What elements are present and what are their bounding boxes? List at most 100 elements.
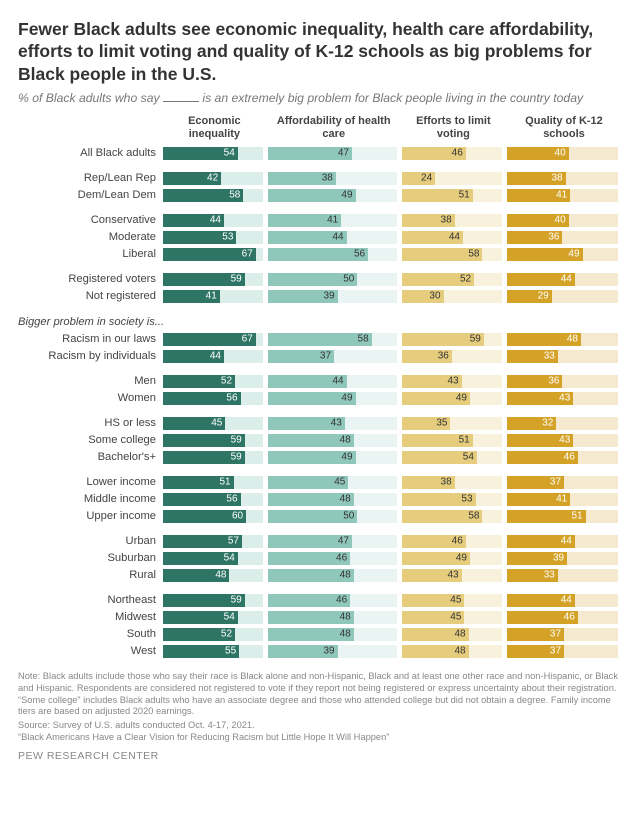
bar-vot: 43 [402, 375, 502, 388]
bar-value: 36 [548, 232, 559, 243]
bar-value: 58 [468, 511, 479, 522]
bar-econ: 54 [163, 147, 263, 160]
bar-value: 46 [564, 612, 575, 623]
bar-k12: 37 [507, 645, 618, 658]
bar-value: 58 [358, 334, 369, 345]
bar-vot: 49 [402, 392, 502, 405]
bar-value: 49 [456, 553, 467, 564]
chart-table: Economic inequalityAffordability of heal… [18, 115, 622, 661]
bar-value: 48 [340, 629, 351, 640]
bar-econ: 52 [163, 375, 263, 388]
bar-value: 54 [224, 148, 235, 159]
bar-vot: 46 [402, 147, 502, 160]
bar-vot: 48 [402, 628, 502, 641]
bar-hc: 47 [268, 147, 397, 160]
bar-value: 32 [542, 418, 553, 429]
bar-hc: 49 [268, 392, 397, 405]
row-label: Women [18, 391, 162, 405]
bar-value: 43 [559, 393, 570, 404]
bar-value: 45 [211, 418, 222, 429]
bar-k12: 36 [507, 375, 618, 388]
bar-k12: 51 [507, 510, 618, 523]
row-label: Midwest [18, 610, 162, 624]
bar-value: 40 [555, 215, 566, 226]
bar-value: 55 [225, 646, 236, 657]
bar-value: 52 [221, 376, 232, 387]
bar-econ: 58 [163, 189, 263, 202]
bar-value: 59 [470, 334, 481, 345]
row-label: Upper income [18, 509, 162, 523]
bar-k12: 37 [507, 476, 618, 489]
bar-value: 39 [323, 291, 334, 302]
bar-hc: 48 [268, 569, 397, 582]
bar-k12: 46 [507, 451, 618, 464]
bar-value: 29 [538, 291, 549, 302]
bar-econ: 57 [163, 535, 263, 548]
table-row: Liberal67565849 [18, 247, 622, 261]
bar-value: 37 [550, 646, 561, 657]
bar-value: 41 [556, 494, 567, 505]
bar-hc: 56 [268, 248, 397, 261]
bar-value: 45 [450, 612, 461, 623]
row-label: Registered voters [18, 272, 162, 286]
bar-value: 38 [322, 173, 333, 184]
bar-value: 44 [561, 595, 572, 606]
bar-econ: 59 [163, 594, 263, 607]
bar-econ: 60 [163, 510, 263, 523]
bar-vot: 36 [402, 350, 502, 363]
bar-econ: 45 [163, 417, 263, 430]
bar-value: 49 [341, 393, 352, 404]
note-text: Note: Black adults include those who say… [18, 671, 622, 717]
bar-vot: 59 [402, 333, 502, 346]
bar-hc: 46 [268, 552, 397, 565]
bar-value: 44 [210, 215, 221, 226]
bar-hc: 48 [268, 611, 397, 624]
row-label: Moderate [18, 230, 162, 244]
table-row: Conservative44413840 [18, 213, 622, 227]
bar-hc: 37 [268, 350, 397, 363]
bar-econ: 53 [163, 231, 263, 244]
bar-value: 58 [229, 190, 240, 201]
chart-subtitle: % of Black adults who say is an extremel… [18, 91, 622, 105]
bar-value: 47 [338, 536, 349, 547]
row-label: Urban [18, 534, 162, 548]
bar-value: 46 [564, 452, 575, 463]
bar-value: 44 [332, 376, 343, 387]
row-label: Dem/Lean Dem [18, 188, 162, 202]
bar-value: 41 [556, 190, 567, 201]
table-row: Midwest54 48 45 46 [18, 610, 622, 624]
table-row: Urban57474644 [18, 534, 622, 548]
bar-k12: 33 [507, 569, 618, 582]
table-row: Suburban54464939 [18, 551, 622, 565]
row-label: Not registered [18, 289, 162, 303]
bar-value: 37 [550, 477, 561, 488]
bar-value: 41 [327, 215, 338, 226]
bar-value: 46 [336, 553, 347, 564]
bar-value: 33 [544, 351, 555, 362]
row-label: All Black adults [18, 146, 162, 160]
bar-hc: 41 [268, 214, 397, 227]
bar-value: 43 [447, 570, 458, 581]
bar-vot: 24 [402, 172, 502, 185]
row-label: Racism by individuals [18, 349, 162, 363]
bar-hc: 50 [268, 510, 397, 523]
bar-value: 36 [438, 351, 449, 362]
bar-vot: 45 [402, 611, 502, 624]
bar-vot: 35 [402, 417, 502, 430]
bar-value: 59 [231, 595, 242, 606]
bar-value: 58 [468, 249, 479, 260]
table-row: Rural48484333 [18, 568, 622, 582]
bar-hc: 39 [268, 645, 397, 658]
bar-vot: 54 [402, 451, 502, 464]
bar-value: 67 [242, 249, 253, 260]
table-row: South52484837 [18, 627, 622, 641]
bar-econ: 54 [163, 611, 263, 624]
bar-value: 49 [341, 452, 352, 463]
row-label: Men [18, 374, 162, 388]
bar-value: 46 [336, 595, 347, 606]
bar-k12: 44 [507, 594, 618, 607]
table-row: Rep/Lean Rep42382438 [18, 171, 622, 185]
row-label: Northeast [18, 593, 162, 607]
table-row: Dem/Lean Dem58495141 [18, 188, 622, 202]
bar-econ: 44 [163, 350, 263, 363]
